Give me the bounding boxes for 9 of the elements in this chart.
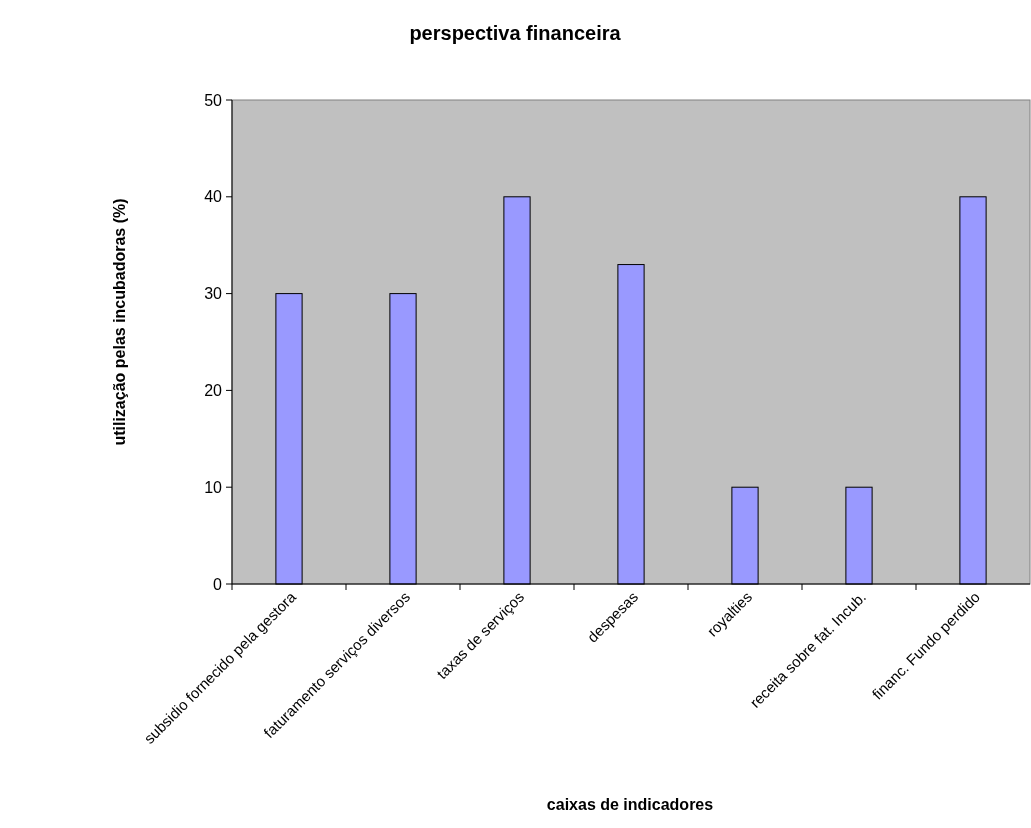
y-tick-label: 10 — [204, 478, 223, 496]
y-axis-title: utilização pelas incubadoras (%) — [111, 198, 128, 446]
y-tick-label: 50 — [204, 91, 223, 109]
y-tick-label: 20 — [204, 382, 223, 399]
x-axis-title: caixas de indicadores — [546, 796, 714, 813]
y-tick-label: 30 — [204, 285, 223, 303]
y-tick-label: 0 — [213, 575, 223, 593]
y-tick-label: 40 — [204, 188, 223, 206]
chart-title: perspectiva financeira — [409, 22, 622, 44]
